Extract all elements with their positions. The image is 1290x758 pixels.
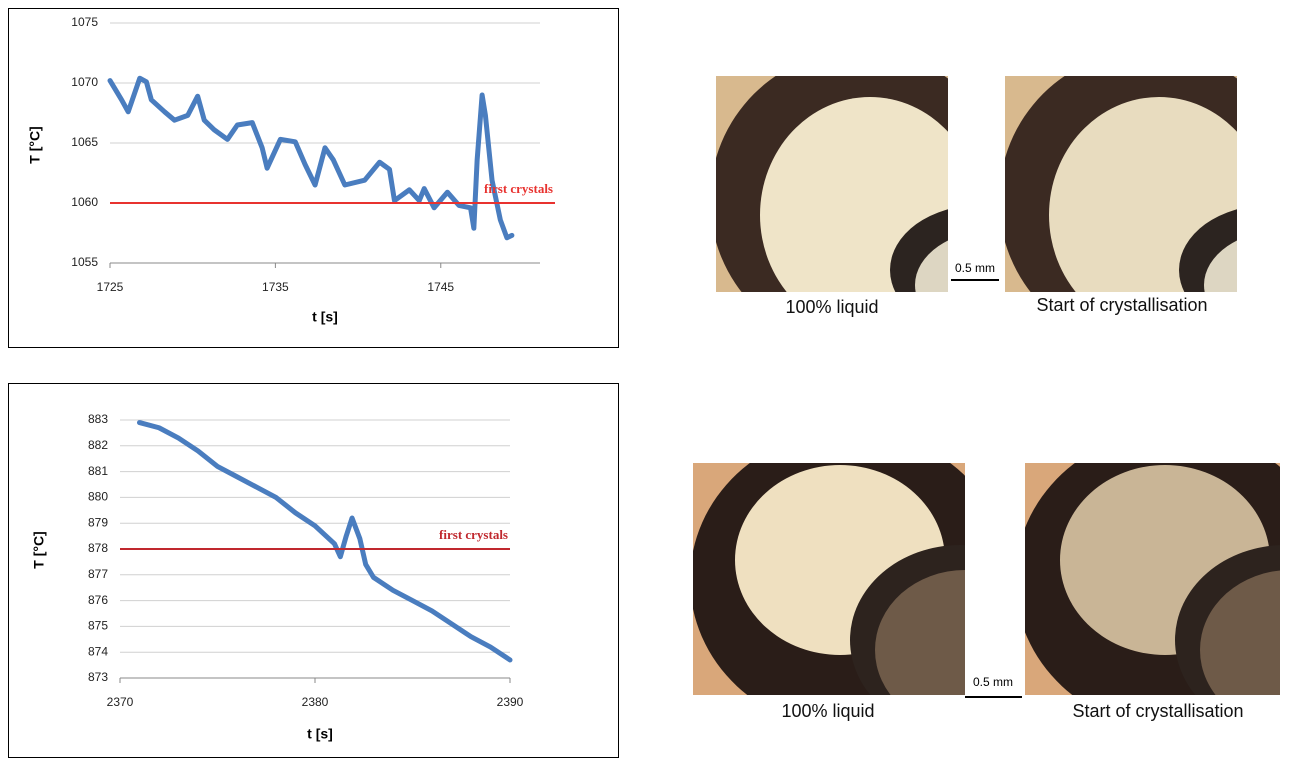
- y-tick-label: 879: [88, 515, 108, 529]
- x-axis-title: t [s]: [312, 309, 338, 325]
- micrograph: [693, 463, 965, 695]
- y-tick-label: 875: [88, 619, 108, 633]
- micrograph: [716, 76, 948, 292]
- y-tick-label: 1065: [71, 135, 98, 149]
- y-tick-label: 878: [88, 541, 108, 555]
- y-tick-label: 874: [88, 644, 108, 658]
- image-caption: Start of crystallisation: [1072, 701, 1243, 721]
- micrograph: [1005, 76, 1237, 292]
- y-tick-label: 881: [88, 464, 108, 478]
- x-axis-title: t [s]: [307, 726, 333, 742]
- y-tick-label: 882: [88, 438, 108, 452]
- y-tick-label: 1075: [71, 15, 98, 29]
- x-tick-label: 2370: [107, 695, 134, 709]
- y-tick-label: 1070: [71, 75, 98, 89]
- x-tick-label: 2380: [302, 695, 329, 709]
- image-caption: 100% liquid: [785, 297, 878, 317]
- image-caption: Start of crystallisation: [1036, 295, 1207, 315]
- y-tick-label: 1060: [71, 195, 98, 209]
- y-tick-label: 877: [88, 567, 108, 581]
- y-tick-label: 876: [88, 593, 108, 607]
- y-tick-label: 883: [88, 412, 108, 426]
- x-tick-label: 2390: [497, 695, 524, 709]
- scale-label: 0.5 mm: [955, 261, 995, 275]
- x-tick-label: 1745: [427, 280, 454, 294]
- data-line: [137, 420, 513, 663]
- y-tick-label: 880: [88, 490, 108, 504]
- image-caption: 100% liquid: [781, 701, 874, 721]
- y-axis-title: T [°C]: [27, 126, 43, 163]
- reference-label: first crystals: [439, 527, 508, 542]
- data-line: [107, 75, 515, 241]
- scale-label: 0.5 mm: [973, 675, 1013, 689]
- y-tick-label: 1055: [71, 255, 98, 269]
- y-tick-label: 873: [88, 670, 108, 684]
- x-tick-label: 1735: [262, 280, 289, 294]
- micrograph: [1025, 463, 1280, 695]
- y-axis-title: T [°C]: [31, 531, 47, 568]
- reference-label: first crystals: [484, 181, 553, 196]
- x-tick-label: 1725: [97, 280, 124, 294]
